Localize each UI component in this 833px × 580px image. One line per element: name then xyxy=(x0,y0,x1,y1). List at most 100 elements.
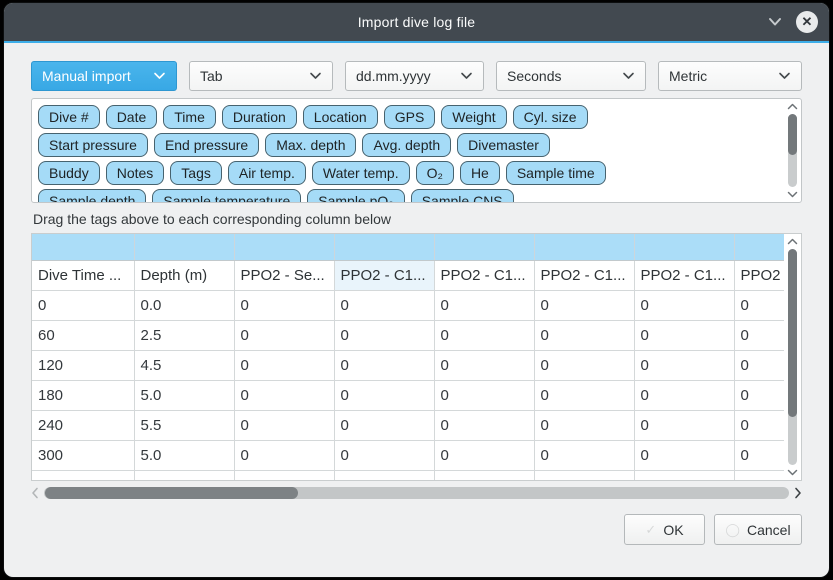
table-cell: 0 xyxy=(434,410,535,441)
table-cell: 0 xyxy=(534,320,635,351)
tags-panel: Dive # Date Time Duration Location GPS Weight C… xyxy=(31,98,802,203)
table-cell: 0 xyxy=(434,380,535,411)
horizontal-scrollbar[interactable] xyxy=(31,484,802,501)
import-type-select[interactable]: Manual import xyxy=(31,61,177,91)
tag-divemaster[interactable]: Divemaster xyxy=(457,133,550,157)
field-separator-select[interactable]: Tab xyxy=(189,61,333,91)
tag-avg-depth[interactable]: Avg. depth xyxy=(362,133,452,157)
cancel-button[interactable]: ◯ Cancel xyxy=(714,514,802,545)
table-cell: 300 xyxy=(32,440,135,471)
table-cell xyxy=(134,470,235,480)
scroll-up-icon[interactable] xyxy=(787,238,798,245)
tag-sample-temperature[interactable]: Sample temperature xyxy=(152,189,302,202)
scrollbar-thumb[interactable] xyxy=(788,249,797,418)
table-cell xyxy=(234,470,335,480)
drop-target-cell[interactable] xyxy=(32,234,135,261)
table-cell xyxy=(734,470,784,480)
check-icon: ✓ xyxy=(645,521,657,537)
table-cell: 0 xyxy=(534,350,635,381)
tag-dive[interactable]: Dive # xyxy=(38,105,100,129)
chevron-down-icon xyxy=(622,72,635,80)
table-cell: 2.5 xyxy=(134,320,235,351)
table-cell: 0 xyxy=(734,410,784,441)
tag-he[interactable]: He xyxy=(459,161,500,185)
units-value: Metric xyxy=(669,68,708,84)
table-cell: 0 xyxy=(734,380,784,411)
tag-start-pressure[interactable]: Start pressure xyxy=(38,133,148,157)
cancel-button-label: Cancel xyxy=(746,521,791,538)
close-button[interactable]: ✕ xyxy=(796,11,818,33)
tag-water-temp[interactable]: Water temp. xyxy=(311,161,410,185)
tag-max-depth[interactable]: Max. depth xyxy=(265,133,357,157)
tag-cyl-size[interactable]: Cyl. size xyxy=(512,105,588,129)
table-cell: 120 xyxy=(32,350,135,381)
column-header-cell: PPO2 - C1... xyxy=(734,260,784,291)
drop-target-cell[interactable] xyxy=(134,234,235,261)
drop-target-cell[interactable] xyxy=(734,234,784,261)
tag-sample-cns[interactable]: Sample CNS xyxy=(410,189,514,202)
tag-location[interactable]: Location xyxy=(302,105,378,129)
titlebar-accent-line xyxy=(4,41,829,43)
tag-sample-depth[interactable]: Sample depth xyxy=(38,189,147,202)
tag-gps[interactable]: GPS xyxy=(383,105,436,129)
table-cell: 0 xyxy=(534,290,635,321)
scrollbar-track[interactable] xyxy=(44,486,789,499)
table-cell: 0 xyxy=(234,380,335,411)
scrollbar-track[interactable] xyxy=(788,114,797,187)
table-cell: 0 xyxy=(234,320,335,351)
table-row: 60 2.5 0 0 0 0 0 0 xyxy=(32,320,784,351)
tag-row: Buddy Notes Tags Air temp. Water temp. O₂ He Sa… xyxy=(38,161,778,185)
table-cell: 0 xyxy=(734,290,784,321)
drop-target-cell[interactable] xyxy=(434,234,535,261)
ok-button[interactable]: ✓ OK xyxy=(624,514,705,545)
tags-scrollbar[interactable] xyxy=(784,99,801,202)
drop-target-cell[interactable] xyxy=(534,234,635,261)
tag-row: Dive # Date Time Duration Location GPS Weight C… xyxy=(38,105,778,129)
table-cell: 0 xyxy=(334,350,435,381)
scrollbar-track[interactable] xyxy=(788,249,797,465)
tag-o[interactable]: O₂ xyxy=(415,161,454,185)
scroll-up-icon[interactable] xyxy=(787,103,798,110)
drop-target-cell[interactable] xyxy=(334,234,435,261)
titlebar-controls: ✕ xyxy=(767,3,818,41)
scroll-left-icon[interactable] xyxy=(31,487,39,499)
table-cell: 0 xyxy=(434,350,535,381)
column-header-cell: Depth (m) xyxy=(134,260,235,291)
tag-tags[interactable]: Tags xyxy=(170,161,222,185)
tag-notes[interactable]: Notes xyxy=(105,161,165,185)
date-format-select[interactable]: dd.mm.yyyy xyxy=(345,61,484,91)
table-cell: 0 xyxy=(234,350,335,381)
table-cell: 4.5 xyxy=(134,350,235,381)
table-cell xyxy=(334,470,435,480)
scrollbar-thumb[interactable] xyxy=(45,486,299,499)
import-options-row: Manual import Tab dd.mm.yyyy Seconds xyxy=(31,61,802,91)
drop-target-cell[interactable] xyxy=(234,234,335,261)
chevron-down-icon xyxy=(778,72,791,80)
column-header-cell: PPO2 - C1... xyxy=(334,260,435,291)
tag-date[interactable]: Date xyxy=(105,105,158,129)
chevron-down-icon xyxy=(153,72,166,80)
chevron-down-icon xyxy=(309,72,322,80)
tag-air-temp[interactable]: Air temp. xyxy=(227,161,306,185)
tag-row: Start pressure End pressure Max. depth Avg.… xyxy=(38,133,778,157)
scroll-right-icon[interactable] xyxy=(794,487,802,499)
drop-target-cell[interactable] xyxy=(634,234,735,261)
table-cell xyxy=(434,470,535,480)
tag-sample-time[interactable]: Sample time xyxy=(505,161,606,185)
duration-format-select[interactable]: Seconds xyxy=(496,61,646,91)
scroll-down-icon[interactable] xyxy=(787,469,798,476)
units-select[interactable]: Metric xyxy=(658,61,802,91)
scrollbar-thumb[interactable] xyxy=(788,114,797,155)
chevron-down-icon[interactable] xyxy=(767,17,783,27)
table-cell: 0 xyxy=(32,290,135,321)
tag-end-pressure[interactable]: End pressure xyxy=(153,133,260,157)
table-scrollbar-vertical[interactable] xyxy=(784,234,801,480)
tag-time[interactable]: Time xyxy=(163,105,216,129)
dialog-button-row: ✓ OK ◯ Cancel xyxy=(31,514,802,545)
scroll-down-icon[interactable] xyxy=(787,191,798,198)
tag-sample-po[interactable]: Sample pO₂ xyxy=(307,189,405,202)
tag-duration[interactable]: Duration xyxy=(221,105,297,129)
tag-buddy[interactable]: Buddy xyxy=(38,161,100,185)
tag-weight[interactable]: Weight xyxy=(441,105,507,129)
table-cell: 0.0 xyxy=(134,290,235,321)
